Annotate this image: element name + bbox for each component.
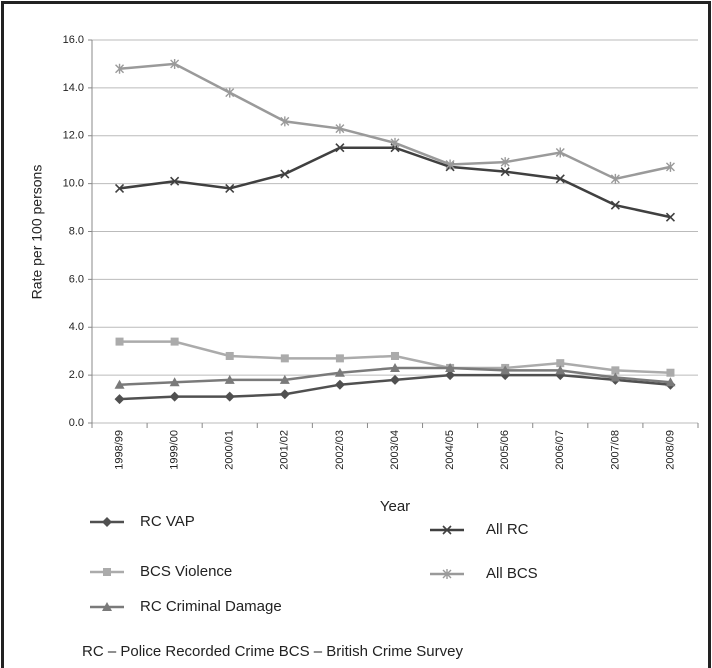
data-point [115, 337, 124, 346]
data-point [665, 161, 675, 172]
x-tick-label: 1998/99 [113, 430, 125, 470]
data-point [224, 391, 235, 402]
legend-marker [102, 517, 112, 527]
x-tick-label: 2000/01 [224, 430, 236, 470]
y-tick-label: 12.0 [63, 130, 84, 142]
x-tick-label: 2006/07 [554, 430, 566, 470]
y-tick-label: 2.0 [69, 369, 84, 381]
data-point [500, 157, 510, 168]
data-point [610, 372, 621, 382]
legend-marker [102, 602, 112, 611]
y-tick-label: 6.0 [69, 273, 84, 285]
y-tick-label: 0.0 [69, 417, 84, 429]
y-tick-label: 16.0 [63, 34, 84, 46]
data-point [390, 362, 400, 372]
data-point [169, 391, 180, 402]
legend-marker [442, 525, 452, 535]
data-point [225, 183, 235, 193]
data-point [555, 174, 565, 184]
x-tick-label: 2001/02 [279, 430, 291, 470]
data-point [169, 377, 180, 387]
data-point [114, 394, 125, 405]
legend-label: All RC [486, 521, 529, 538]
series-line [119, 146, 671, 219]
legend-label: RC VAP [140, 513, 195, 530]
data-point [224, 374, 235, 384]
data-point [500, 365, 511, 375]
data-point [334, 379, 345, 390]
y-tick-label: 10.0 [63, 178, 84, 190]
data-point [445, 370, 456, 381]
data-point [390, 137, 400, 148]
data-point [280, 354, 289, 363]
data-point [610, 173, 620, 184]
data-point [445, 362, 456, 372]
data-point [335, 123, 345, 134]
legend-label: RC Criminal Damage [140, 598, 282, 615]
data-point [114, 379, 125, 389]
data-point [555, 147, 565, 158]
data-point [334, 367, 345, 377]
data-point [500, 167, 510, 177]
data-point [170, 176, 180, 186]
legend-marker [103, 568, 111, 576]
data-point [556, 359, 565, 368]
data-point [170, 58, 180, 69]
data-point [279, 389, 290, 400]
y-tick-label: 14.0 [63, 82, 84, 94]
data-point [170, 337, 179, 346]
data-point [610, 200, 620, 210]
legend-marker [442, 569, 452, 579]
x-tick-label: 2004/05 [444, 430, 456, 470]
data-point [280, 169, 290, 179]
x-tick-label: 2003/04 [389, 430, 401, 470]
x-tick-label: 1999/00 [169, 430, 181, 470]
series-line [119, 62, 671, 181]
legend-label: All BCS [486, 565, 538, 582]
x-axis-label: Year [380, 498, 410, 515]
y-tick-label: 4.0 [69, 321, 84, 333]
data-point [114, 183, 125, 193]
data-point [391, 351, 399, 360]
data-point [445, 159, 455, 170]
data-point [279, 374, 290, 384]
data-point [280, 116, 290, 127]
x-tick-label: 2002/03 [334, 430, 346, 470]
data-point [665, 377, 676, 387]
data-point [390, 374, 400, 385]
x-tick-label: 2008/09 [664, 430, 676, 470]
data-point [115, 63, 125, 74]
data-point [555, 365, 566, 375]
data-point [335, 354, 344, 363]
footnote: RC – Police Recorded Crime BCS – British… [82, 643, 463, 660]
data-point [225, 87, 235, 98]
y-tick-label: 8.0 [69, 225, 84, 237]
legend-label: BCS Violence [140, 563, 232, 580]
y-axis-label: Rate per 100 persons [29, 165, 45, 300]
data-point [666, 368, 675, 377]
x-tick-label: 2005/06 [499, 430, 511, 470]
data-point [225, 351, 234, 360]
data-point [335, 143, 345, 153]
data-point [665, 212, 676, 222]
x-tick-label: 2007/08 [609, 430, 621, 470]
data-point [611, 366, 620, 375]
